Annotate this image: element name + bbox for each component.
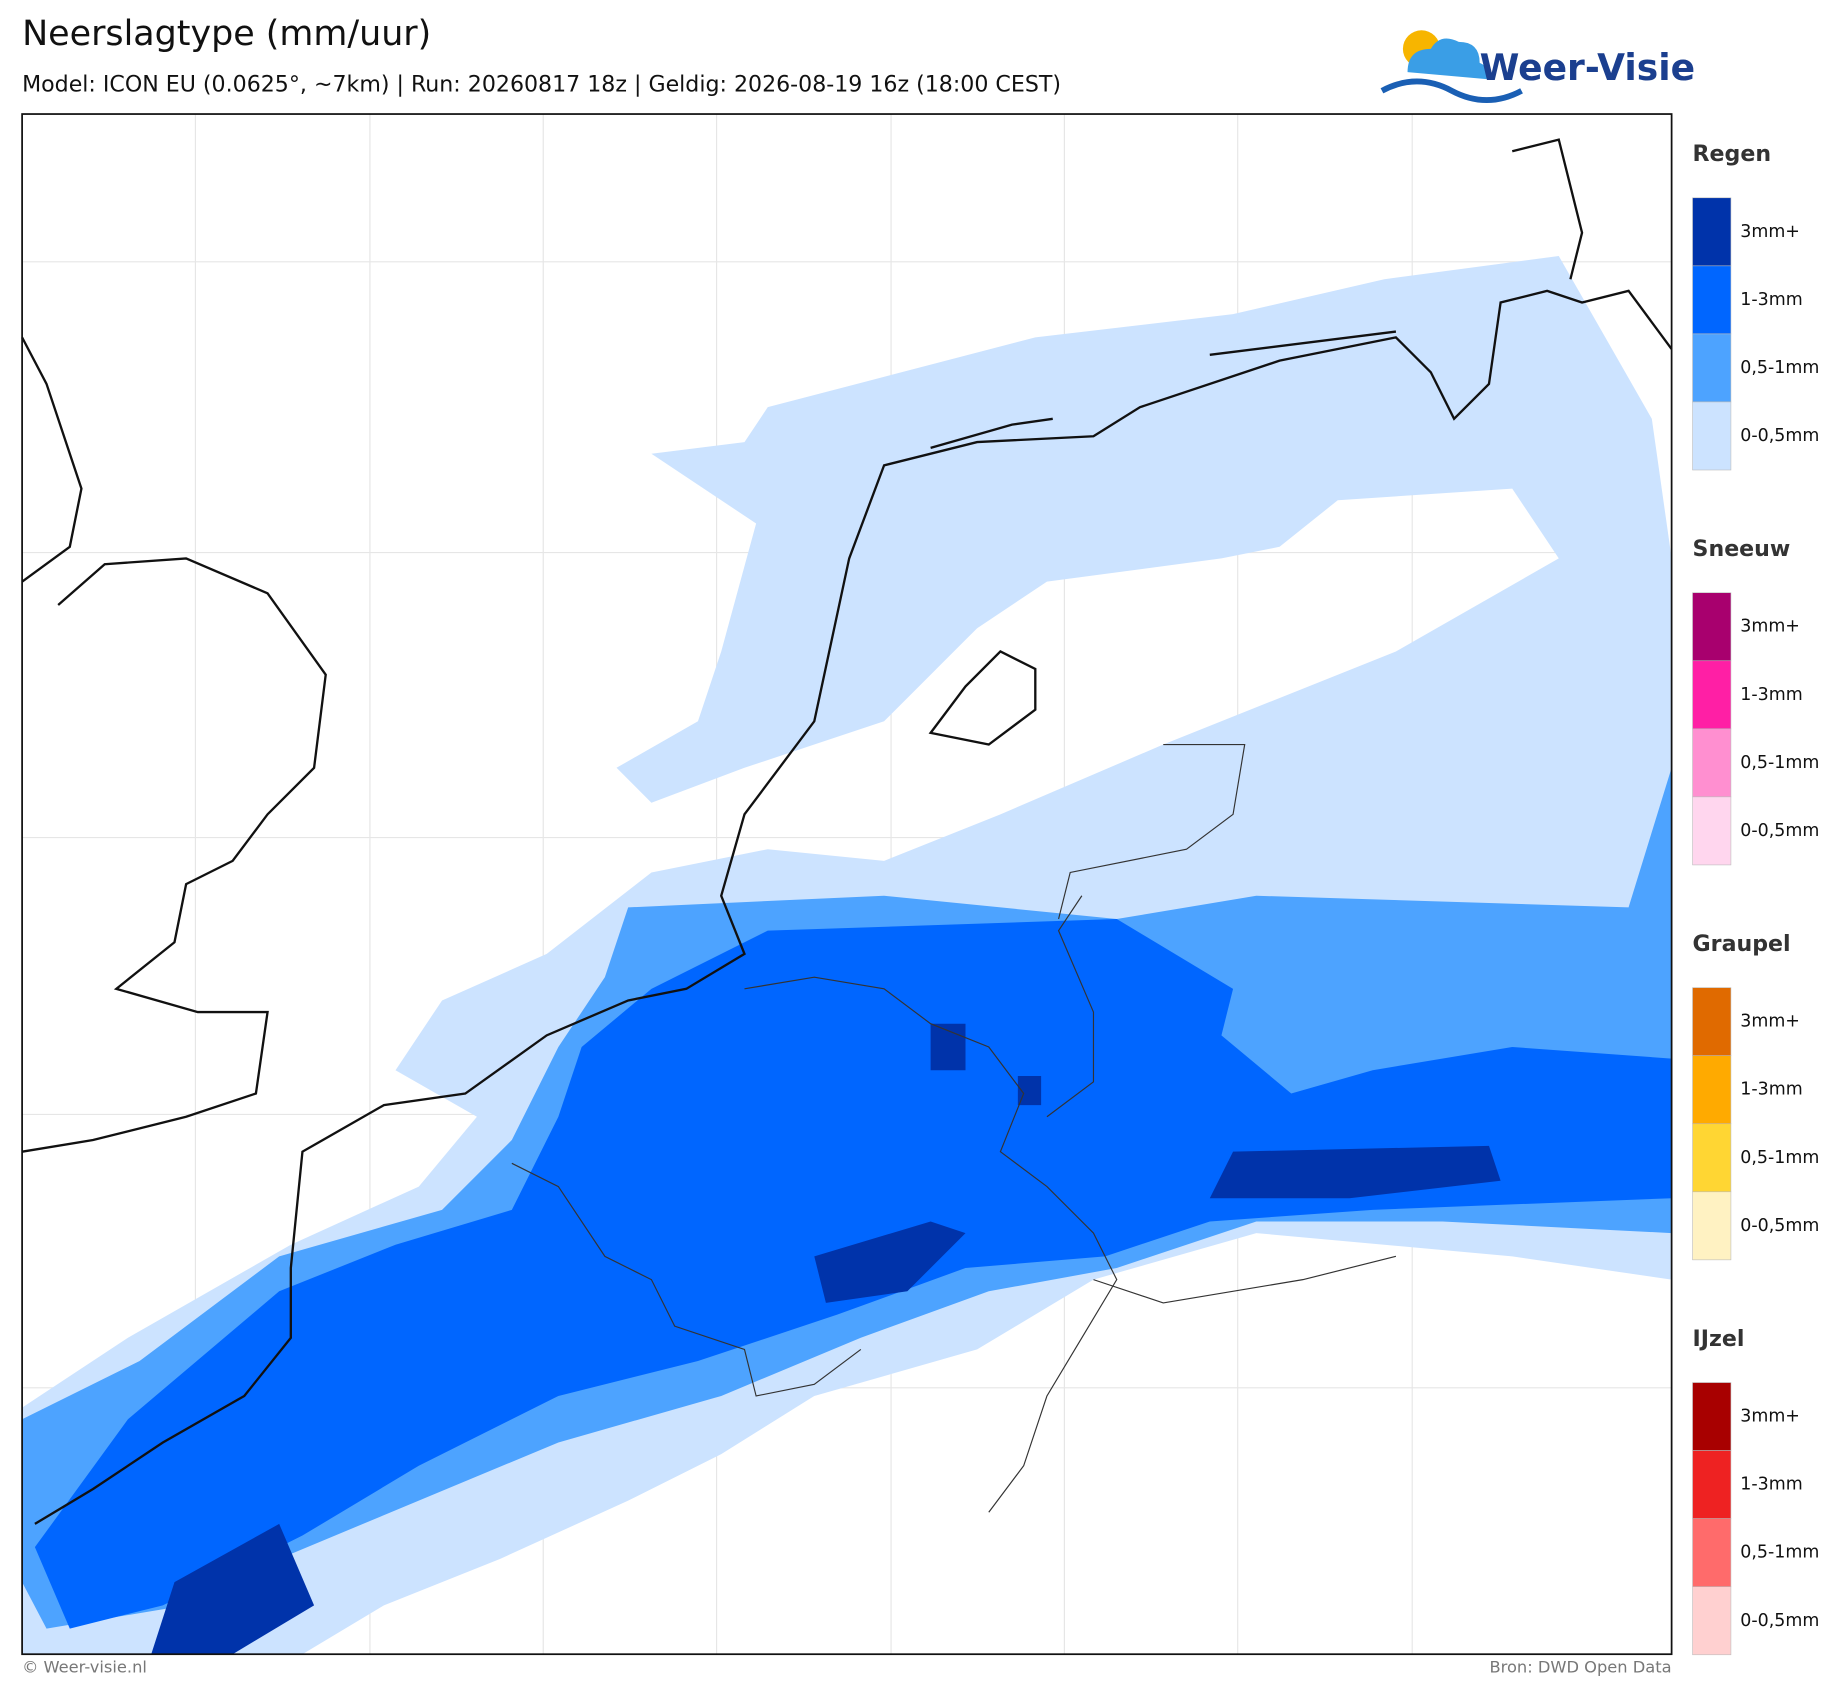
legend-swatch [1692,728,1732,798]
legend-label: 3mm+ [1740,222,1800,242]
legend-label: 3mm+ [1740,617,1800,637]
legend-label: 1-3mm [1740,1080,1802,1100]
legend-label: 1-3mm [1740,290,1802,310]
legend-swatch [1692,333,1732,403]
rain-extreme [151,1023,1501,1655]
logo-cloud [1407,38,1488,80]
legend-label: 0-0,5mm [1740,426,1819,446]
legend-swatch [1692,197,1732,267]
legend-title: Sneeuw [1693,536,1791,562]
legend-label: 3mm+ [1740,1407,1800,1427]
legend-label: 0,5-1mm [1740,1543,1819,1563]
legend-swatch [1692,1191,1732,1261]
legend-label: 0,5-1mm [1740,753,1819,773]
copyright: © Weer-visie.nl [22,1658,147,1677]
legend-label: 0,5-1mm [1740,1148,1819,1168]
legend-swatch [1692,1586,1732,1656]
legend-swatch [1692,1450,1732,1519]
source: Bron: DWD Open Data [1489,1658,1671,1677]
legend-label: 0,5-1mm [1740,358,1819,378]
title: Neerslagtype (mm/uur) [22,14,431,54]
legend-swatch [1692,987,1732,1056]
legend-swatch [1692,265,1732,335]
precipitation [22,255,1672,1655]
legend-label: 0-0,5mm [1740,1611,1819,1631]
legend-title: IJzel [1693,1326,1745,1352]
legend-label: 3mm+ [1740,1012,1800,1032]
legend-swatch [1692,796,1732,866]
legend-label: 0-0,5mm [1740,1216,1819,1236]
legend-title: Regen [1693,141,1772,167]
legend-label: 1-3mm [1740,685,1802,705]
legend-swatch [1692,660,1732,730]
legend-label: 1-3mm [1740,1475,1802,1495]
logo-wave [1380,78,1523,103]
coastlines [21,138,1673,1525]
map [21,113,1673,1656]
legend-swatch [1692,401,1732,471]
legend-swatch [1692,1518,1732,1588]
borders [511,743,1397,1513]
logo: Weer-Visie [1380,30,1695,103]
legend-swatch [1692,1382,1732,1451]
legend: Regen 3mm+ 1-3mm 0,5-1mm 0-0,5mm Sneeuw 3mm+ 1-… [1692,141,1819,1656]
logo-text: Weer-Visie [1480,47,1695,89]
subtitle: Model: ICON EU (0.0625°, ~7km) | Run: 20… [22,71,1061,97]
legend-swatch [1692,1055,1732,1125]
legend-swatch [1692,1123,1732,1193]
legend-title: Graupel [1693,931,1791,957]
legend-swatch [1692,592,1732,662]
map-frame [21,113,1673,1656]
legend-label: 0-0,5mm [1740,821,1819,841]
